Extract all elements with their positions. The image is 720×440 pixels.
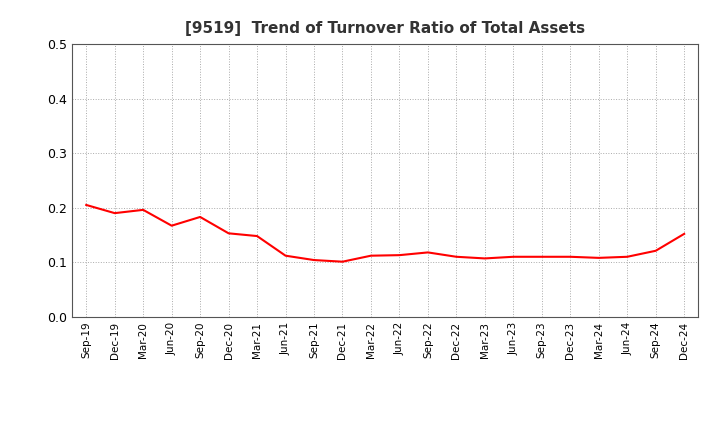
Title: [9519]  Trend of Turnover Ratio of Total Assets: [9519] Trend of Turnover Ratio of Total … [185, 21, 585, 36]
